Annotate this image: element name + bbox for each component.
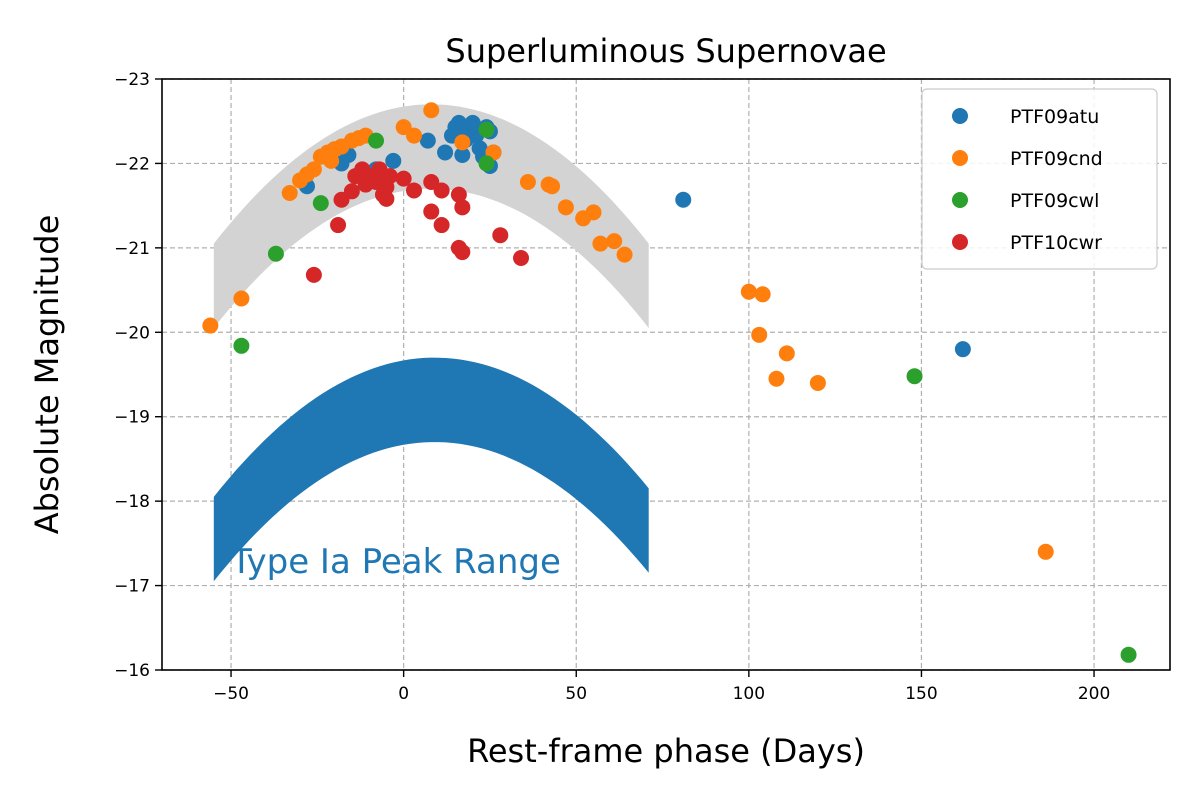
data-point <box>450 186 467 203</box>
data-point <box>809 374 826 391</box>
data-point <box>381 168 398 185</box>
x-tick-label: 150 <box>905 684 937 704</box>
plot-frame <box>161 78 1171 671</box>
data-point <box>906 368 923 385</box>
y-tick-label: −16 <box>114 661 150 681</box>
data-point <box>437 144 454 161</box>
data-point <box>751 326 768 343</box>
y-tick-label: −23 <box>114 70 150 90</box>
legend-box <box>921 88 1158 270</box>
data-point <box>1120 646 1137 663</box>
data-point <box>454 146 471 163</box>
data-point <box>513 249 530 266</box>
data-point <box>368 132 385 149</box>
data-point <box>406 127 422 144</box>
data-point <box>464 114 481 131</box>
legend-label: PTF09atu <box>1010 106 1099 128</box>
data-point <box>343 183 360 200</box>
band-region <box>213 357 649 582</box>
y-tick-label: −17 <box>114 577 150 597</box>
data-point <box>433 217 450 234</box>
data-point <box>478 155 495 172</box>
x-tick-label: 0 <box>398 684 409 704</box>
legend-marker <box>952 192 968 208</box>
data-point <box>519 174 536 191</box>
data-point <box>454 199 471 216</box>
data-point <box>423 203 440 220</box>
data-point <box>312 195 329 212</box>
band-annotation: Type Ia Peak Range <box>230 542 561 582</box>
chart-title: Superluminous Supernovae <box>445 32 886 70</box>
data-point <box>385 152 402 169</box>
legend-label: PTF10cwr <box>1010 232 1102 254</box>
data-point <box>202 317 219 334</box>
legend-marker <box>952 150 968 166</box>
data-point <box>557 199 574 216</box>
data-point <box>768 370 785 387</box>
data-point <box>544 178 561 195</box>
data-points <box>202 102 1137 663</box>
data-point <box>740 283 757 300</box>
data-point <box>423 102 440 119</box>
data-point <box>305 266 322 283</box>
data-point <box>323 152 340 169</box>
data-point <box>378 190 395 207</box>
data-point <box>433 182 450 199</box>
legend-label: PTF09cnd <box>1010 148 1103 170</box>
data-point <box>1037 543 1054 560</box>
data-point <box>585 204 602 221</box>
data-point <box>454 134 471 151</box>
data-point <box>954 341 971 358</box>
y-axis-label: Absolute Magnitude <box>28 215 66 535</box>
data-point <box>778 345 795 362</box>
data-point <box>675 191 692 208</box>
x-tick-label: 100 <box>733 684 765 704</box>
data-point <box>754 286 771 303</box>
y-tick-label: −21 <box>114 239 150 259</box>
data-point <box>406 182 422 199</box>
data-point <box>233 337 250 354</box>
legend-marker <box>952 108 968 124</box>
data-point <box>478 121 495 138</box>
y-axis-ticks: −16 −17 −18 −19 −20 −21 −22 −23 <box>114 70 162 681</box>
y-tick-label: −19 <box>114 408 150 428</box>
data-point <box>616 246 633 263</box>
data-point <box>454 244 471 261</box>
x-tick-label: 200 <box>1078 684 1110 704</box>
data-point <box>305 161 322 178</box>
data-point <box>419 132 436 149</box>
y-tick-label: −20 <box>114 323 150 343</box>
data-point <box>492 227 509 244</box>
data-point <box>330 217 347 234</box>
data-point <box>233 290 250 307</box>
y-tick-label: −18 <box>114 492 150 512</box>
legend: PTF09atu PTF09cnd PTF09cwl PTF10cwr <box>921 88 1158 270</box>
data-point <box>395 170 412 187</box>
x-tick-label: 50 <box>565 684 587 704</box>
legend-marker <box>952 234 968 250</box>
x-axis-ticks: −50 0 50 100 150 200 <box>213 670 1110 704</box>
y-tick-label: −22 <box>114 154 150 174</box>
legend-label: PTF09cwl <box>1010 190 1099 212</box>
data-point <box>606 233 623 250</box>
data-point <box>267 245 284 262</box>
x-axis-label: Rest-frame phase (Days) <box>467 732 865 770</box>
data-point <box>592 235 609 252</box>
x-tick-label: −50 <box>213 684 249 704</box>
data-point <box>281 184 298 201</box>
